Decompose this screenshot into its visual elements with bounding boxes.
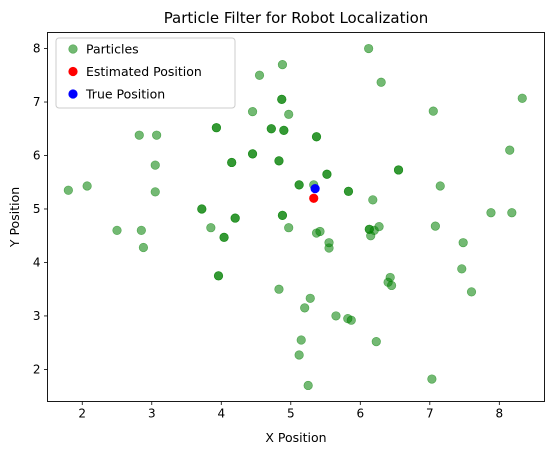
y-tick-label: 5	[33, 202, 41, 216]
estimated-position-point	[309, 193, 319, 203]
particles-point	[435, 181, 445, 191]
particles-point	[138, 242, 149, 253]
particles-point	[466, 287, 477, 297]
y-tick-label: 7	[33, 95, 41, 109]
particles-point	[277, 94, 287, 104]
particles-point	[427, 374, 437, 384]
particles-point	[430, 221, 440, 231]
particles-point	[274, 156, 284, 166]
particles-point	[322, 169, 332, 179]
particles-point	[227, 157, 237, 168]
particles-point	[63, 185, 73, 195]
particles-point	[284, 223, 294, 233]
particles-point	[279, 125, 289, 135]
y-tick-label: 8	[33, 42, 41, 56]
particles-point	[254, 70, 265, 80]
legend-marker	[68, 66, 78, 77]
x-axis-ticks: 2 3 4 5 6 7 8	[78, 401, 503, 421]
particles-point	[219, 232, 229, 242]
particles-point	[376, 77, 386, 87]
x-tick-label: 3	[148, 407, 156, 421]
particles-point	[230, 213, 240, 223]
particles-point	[206, 223, 216, 233]
particles-point	[134, 130, 144, 140]
particles-point	[284, 109, 294, 119]
x-tick-label: 4	[217, 407, 225, 421]
particles-point	[82, 181, 92, 191]
particles-point	[247, 107, 258, 117]
particles-point	[150, 160, 160, 170]
particles-point	[517, 93, 527, 103]
particles-point	[150, 187, 160, 197]
particles-point	[296, 335, 306, 345]
legend-marker	[68, 89, 78, 99]
particles-point	[368, 195, 378, 205]
particles-point	[303, 380, 313, 391]
particles-point	[385, 272, 395, 283]
y-axis-ticks: 2 3 4 5 6 7 8	[33, 42, 48, 377]
data-points	[63, 43, 527, 391]
particles-point	[136, 225, 146, 235]
plot-area-frame	[47, 32, 545, 402]
particles-point	[294, 350, 304, 360]
particles-point	[294, 180, 304, 190]
particles-point	[505, 145, 515, 155]
particles-point	[274, 284, 284, 294]
particles-point	[374, 222, 384, 232]
particles-point	[247, 149, 258, 159]
particles-point	[386, 280, 397, 291]
legend-label: True Position	[85, 87, 165, 102]
legend-label: Estimated Position	[86, 64, 202, 79]
particles-point	[277, 210, 288, 220]
particles-point	[152, 130, 162, 140]
x-tick-label: 5	[287, 407, 295, 421]
particles-point	[112, 225, 122, 235]
x-axis-label: X Position	[265, 430, 326, 445]
particles-point	[211, 123, 222, 133]
particles-point	[346, 315, 356, 325]
legend-box	[55, 37, 236, 109]
chart-title: Particle Filter for Robot Localization	[164, 9, 429, 27]
particles-point	[324, 243, 334, 253]
y-axis-label: Y Position	[7, 187, 22, 248]
particles-point	[428, 106, 438, 116]
particles-point	[213, 271, 224, 281]
particles-point	[371, 337, 381, 347]
particles-point	[305, 293, 315, 303]
particles-point	[486, 208, 496, 218]
particles-point	[315, 226, 325, 237]
x-tick-label: 6	[356, 407, 364, 421]
particles-point	[197, 204, 207, 214]
particles-point	[458, 238, 468, 248]
particles-point	[331, 311, 341, 321]
particles-point	[364, 43, 374, 54]
particles-point	[393, 165, 404, 175]
x-tick-label: 7	[426, 407, 434, 421]
particles-point	[507, 208, 517, 218]
x-tick-label: 8	[495, 407, 503, 421]
y-tick-label: 3	[33, 309, 41, 323]
legend: Particles Estimated Position True Position	[55, 37, 236, 109]
particles-point	[300, 303, 310, 313]
legend-marker	[68, 44, 78, 54]
particles-point	[266, 124, 276, 134]
particles-point	[343, 186, 354, 196]
particles-point	[311, 132, 322, 142]
true-position-point	[310, 184, 320, 194]
y-tick-label: 6	[33, 149, 41, 163]
y-tick-label: 4	[33, 256, 41, 270]
legend-label: Particles	[86, 42, 139, 57]
particles-point	[277, 59, 288, 70]
y-tick-label: 2	[33, 363, 41, 377]
x-tick-label: 2	[78, 407, 86, 421]
particles-point	[457, 264, 467, 274]
